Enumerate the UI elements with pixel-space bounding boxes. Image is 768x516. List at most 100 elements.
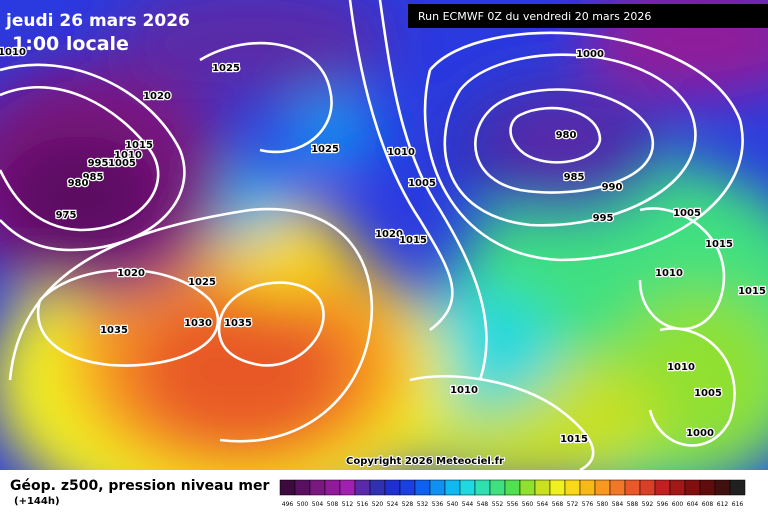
scale-swatch bbox=[459, 479, 476, 496]
scale-label: 540 bbox=[447, 501, 459, 508]
isobar-label: 1015 bbox=[560, 434, 588, 445]
scale-swatch bbox=[309, 479, 326, 496]
scale-swatch bbox=[294, 479, 311, 496]
scale-label: 524 bbox=[387, 501, 399, 508]
scale-label: 580 bbox=[597, 501, 609, 508]
scale-swatch bbox=[354, 479, 371, 496]
scale-label: 532 bbox=[417, 501, 429, 508]
scale-swatch bbox=[474, 479, 491, 496]
isobar-label: 1030 bbox=[184, 318, 212, 329]
scale-swatch bbox=[324, 479, 341, 496]
scale-label: 572 bbox=[567, 501, 579, 508]
scale-swatch bbox=[279, 479, 296, 496]
scale-label: 504 bbox=[312, 501, 324, 508]
scale-label: 576 bbox=[582, 501, 594, 508]
scale-swatch bbox=[414, 479, 431, 496]
isobar-label: 985 bbox=[564, 172, 585, 183]
isobar-label: 1015 bbox=[738, 286, 766, 297]
isobar-label: 980 bbox=[68, 178, 89, 189]
time: 1:00 locale bbox=[12, 33, 129, 55]
scale-swatch bbox=[654, 479, 671, 496]
scale-swatch bbox=[624, 479, 641, 496]
scale-label: 600 bbox=[672, 501, 684, 508]
run-box bbox=[408, 4, 768, 28]
run-info: Run ECMWF 0Z du vendredi 20 mars 2026 bbox=[418, 10, 651, 23]
isobar-label: 1010 bbox=[387, 147, 415, 158]
isobar-label: 975 bbox=[56, 210, 77, 221]
isobar-label: 1015 bbox=[125, 140, 153, 151]
scale-swatch bbox=[579, 479, 596, 496]
scale-label: 568 bbox=[552, 501, 564, 508]
scale-label: 496 bbox=[282, 501, 294, 508]
scale-swatch bbox=[549, 479, 566, 496]
scale-swatch bbox=[504, 479, 521, 496]
scale-label: 612 bbox=[717, 501, 729, 508]
scale-label: 536 bbox=[432, 501, 444, 508]
scale-label: 552 bbox=[492, 501, 504, 508]
scale-swatch bbox=[339, 479, 356, 496]
isobar-label: 1010 bbox=[0, 47, 26, 58]
scale-label: 520 bbox=[372, 501, 384, 508]
scale-swatch bbox=[369, 479, 386, 496]
scale-swatch bbox=[699, 479, 716, 496]
scale-label: 588 bbox=[627, 501, 639, 508]
isobar-label: 1015 bbox=[705, 239, 733, 250]
isobar-label: 1020 bbox=[143, 91, 171, 102]
scale-label: 560 bbox=[522, 501, 534, 508]
scale-label: 544 bbox=[462, 501, 474, 508]
scale-label: 592 bbox=[642, 501, 654, 508]
scale-label: 548 bbox=[477, 501, 489, 508]
scale-label: 584 bbox=[612, 501, 624, 508]
isobar-labels: 1010102510201015101010059959859809751025… bbox=[0, 46, 767, 447]
scale-label: 500 bbox=[297, 501, 309, 508]
scale-swatch bbox=[684, 479, 701, 496]
scale-swatch bbox=[639, 479, 656, 496]
scale-swatch bbox=[594, 479, 611, 496]
date: jeudi 26 mars 2026 bbox=[5, 11, 190, 31]
isobar-label: 1035 bbox=[224, 318, 252, 329]
isobar-label: 1000 bbox=[686, 428, 714, 439]
isobar-label: 1035 bbox=[100, 325, 128, 336]
isobar-label: 1025 bbox=[311, 144, 339, 155]
scale-label: 616 bbox=[732, 501, 744, 508]
isobar-label: 985 bbox=[83, 172, 104, 183]
isobar-label: 1025 bbox=[188, 277, 216, 288]
isobar-label: 1015 bbox=[399, 235, 427, 246]
scale-swatch bbox=[714, 479, 731, 496]
forecast-hour: (+144h) bbox=[14, 496, 60, 507]
isobar-label: 1005 bbox=[408, 178, 436, 189]
scale-swatch bbox=[489, 479, 506, 496]
scale-swatch bbox=[384, 479, 401, 496]
scale-label: 512 bbox=[342, 501, 354, 508]
isobar-label: 1010 bbox=[114, 150, 142, 161]
isobar-label: 1025 bbox=[212, 63, 240, 74]
scale-swatch bbox=[564, 479, 581, 496]
scale-label: 528 bbox=[402, 501, 414, 508]
copyright: Copyright 2026 Meteociel.fr bbox=[346, 456, 504, 467]
isobar-label: 1020 bbox=[375, 229, 403, 240]
isobar-label: 1000 bbox=[576, 49, 604, 60]
scale-swatch bbox=[429, 479, 446, 496]
color-scale: 496 500 504 508 512 516 520 524 528 532 536 540 544 5… bbox=[279, 479, 746, 508]
isobar-label: 995 bbox=[593, 213, 614, 224]
isobar-label: 1010 bbox=[450, 385, 478, 396]
product-title: Géop. z500, pression niveau mer bbox=[10, 478, 269, 494]
scale-swatch bbox=[534, 479, 551, 496]
scale-label: 608 bbox=[702, 501, 714, 508]
isobar-label: 1005 bbox=[673, 208, 701, 219]
scale-swatch bbox=[399, 479, 416, 496]
isobar-label: 995 bbox=[88, 158, 109, 169]
scale-swatch bbox=[444, 479, 461, 496]
scale-swatch bbox=[519, 479, 536, 496]
isobar-label: 1010 bbox=[655, 268, 683, 279]
scale-label: 604 bbox=[687, 501, 699, 508]
isobar-label: 1005 bbox=[108, 158, 136, 169]
isobar-label: 1005 bbox=[694, 388, 722, 399]
scale-label: 564 bbox=[537, 501, 549, 508]
scale-label: 596 bbox=[657, 501, 669, 508]
scale-swatch bbox=[669, 479, 686, 496]
isobar-label: 1020 bbox=[117, 268, 145, 279]
